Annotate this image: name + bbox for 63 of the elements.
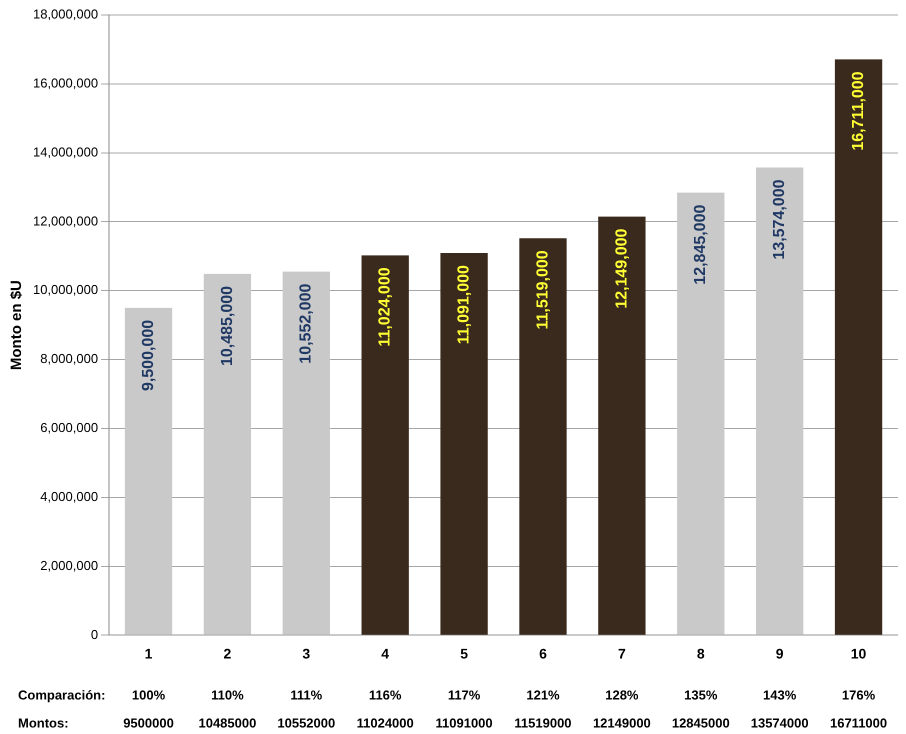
text: 176% [842, 688, 876, 703]
text: 16711000 [830, 716, 888, 731]
data-label: 10,552,000 [298, 284, 315, 364]
text: 13574000 [750, 716, 809, 731]
x-tick-label: 8 [696, 645, 705, 662]
text: 135% [684, 688, 718, 703]
x-tick-label: 2 [224, 645, 232, 662]
text: 117% [448, 688, 481, 703]
bar [362, 255, 409, 635]
text: 10485000 [198, 716, 256, 731]
text: 11024000 [356, 716, 414, 731]
y-tick-label: 6,000,000 [40, 420, 98, 436]
text: 143% [763, 688, 797, 703]
y-tick-label: 4,000,000 [40, 488, 98, 504]
bar [204, 274, 252, 635]
data-label: 11,519,000 [534, 250, 552, 330]
text: 12149000 [592, 716, 651, 731]
text: 10552000 [277, 716, 336, 731]
x-tick-label: 7 [618, 645, 626, 662]
x-tick-label: 10 [850, 645, 867, 662]
y-tick-label: 12,000,000 [32, 213, 98, 228]
text: 12845000 [672, 716, 730, 731]
text: 9500000 [123, 716, 174, 731]
x-tick-label: 1 [144, 645, 153, 662]
bar [124, 308, 172, 635]
y-axis-title: Monto en $U [8, 280, 26, 370]
text: 111% [290, 688, 323, 703]
x-tick-label: 6 [539, 645, 548, 662]
y-tick-label: 16,000,000 [32, 75, 98, 90]
x-tick-label: 9 [776, 645, 784, 662]
bar [756, 168, 804, 635]
bar [834, 59, 882, 635]
bar [598, 216, 646, 635]
text: 116% [368, 688, 402, 703]
bar [677, 192, 724, 635]
text: Montos: [18, 716, 69, 731]
text: 11091000 [436, 716, 493, 731]
text: 11519000 [514, 716, 572, 731]
text: 110% [211, 688, 244, 703]
text: Comparación: [18, 688, 106, 703]
data-label: 16,711,000 [850, 71, 867, 151]
data-label: 9,500,000 [140, 320, 157, 392]
data-label: 11,024,000 [376, 267, 394, 347]
y-tick-label: 10,000,000 [32, 282, 98, 298]
data-label: 13,574,000 [771, 179, 788, 260]
y-tick-label: 14,000,000 [32, 144, 98, 160]
y-tick-label: 8,000,000 [40, 351, 98, 366]
data-label: 12,845,000 [692, 204, 710, 285]
x-tick-label: 3 [302, 645, 310, 662]
data-label: 10,485,000 [218, 286, 236, 366]
x-tick-label: 5 [460, 645, 468, 662]
y-tick-label: 2,000,000 [40, 558, 98, 573]
data-label: 11,091,000 [455, 264, 472, 344]
bar [282, 272, 330, 635]
bar [440, 253, 488, 635]
text: 100% [132, 688, 166, 703]
y-tick-label: 18,000,000 [32, 6, 98, 22]
text: 121% [526, 688, 560, 703]
y-tick-label: 0 [90, 626, 98, 642]
bar [519, 238, 567, 635]
data-label: 12,149,000 [613, 228, 630, 309]
text: 128% [605, 688, 639, 703]
x-tick-label: 4 [381, 645, 390, 662]
